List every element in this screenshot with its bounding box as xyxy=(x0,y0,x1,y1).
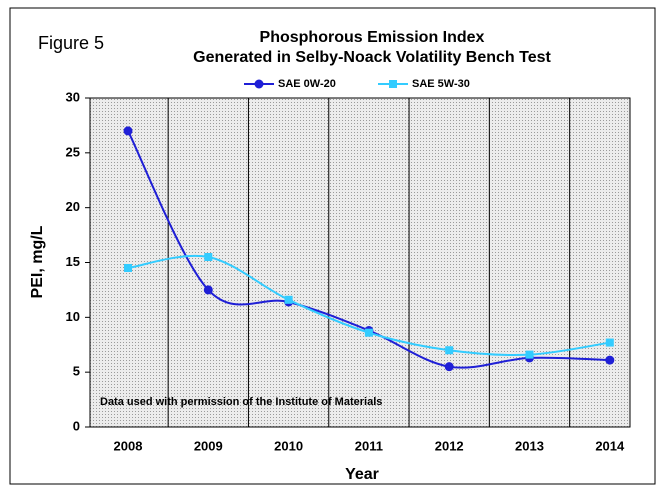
data-point xyxy=(525,350,534,359)
x-tick-label: 2010 xyxy=(274,438,303,453)
data-point xyxy=(284,295,293,304)
data-point xyxy=(123,126,133,136)
plot-area xyxy=(89,97,631,428)
x-tick-label: 2014 xyxy=(595,438,625,453)
legend-label: SAE 5W-30 xyxy=(412,78,470,90)
plot-series xyxy=(123,126,615,372)
data-point xyxy=(204,253,213,262)
figure-label: Figure 5 xyxy=(38,33,104,53)
y-axis-label: PEI, mg/L xyxy=(29,225,46,298)
legend-label: SAE 0W-20 xyxy=(278,78,336,90)
x-tick-label: 2011 xyxy=(355,438,383,453)
y-tick-label: 20 xyxy=(66,199,80,214)
y-tick-label: 30 xyxy=(66,89,80,104)
data-point xyxy=(444,362,454,372)
y-tick-label: 15 xyxy=(66,254,80,269)
x-tick-label: 2013 xyxy=(515,438,544,453)
x-tick-label: 2012 xyxy=(435,438,464,453)
data-point xyxy=(605,338,614,347)
chart-subtitle: Generated in Selby-Noack Volatility Benc… xyxy=(193,49,551,66)
y-tick-label: 5 xyxy=(73,364,80,379)
annotation: Data used with permission of the Institu… xyxy=(100,396,382,408)
series-line xyxy=(127,130,610,369)
x-tick-label: 2009 xyxy=(194,438,223,453)
legend-marker xyxy=(389,80,397,88)
data-point xyxy=(203,285,213,295)
x-tick-label: 2008 xyxy=(114,438,143,453)
data-point xyxy=(605,355,615,365)
y-tick-label: 10 xyxy=(66,309,80,324)
legend-marker xyxy=(254,79,264,89)
x-axis-label: Year xyxy=(345,466,379,483)
data-point xyxy=(124,263,132,272)
chart-title: Phosphorous Emission Index xyxy=(260,29,485,46)
data-point xyxy=(445,346,454,355)
data-point xyxy=(364,328,373,337)
y-tick-label: 25 xyxy=(66,144,80,159)
y-tick-label: 0 xyxy=(73,418,80,433)
